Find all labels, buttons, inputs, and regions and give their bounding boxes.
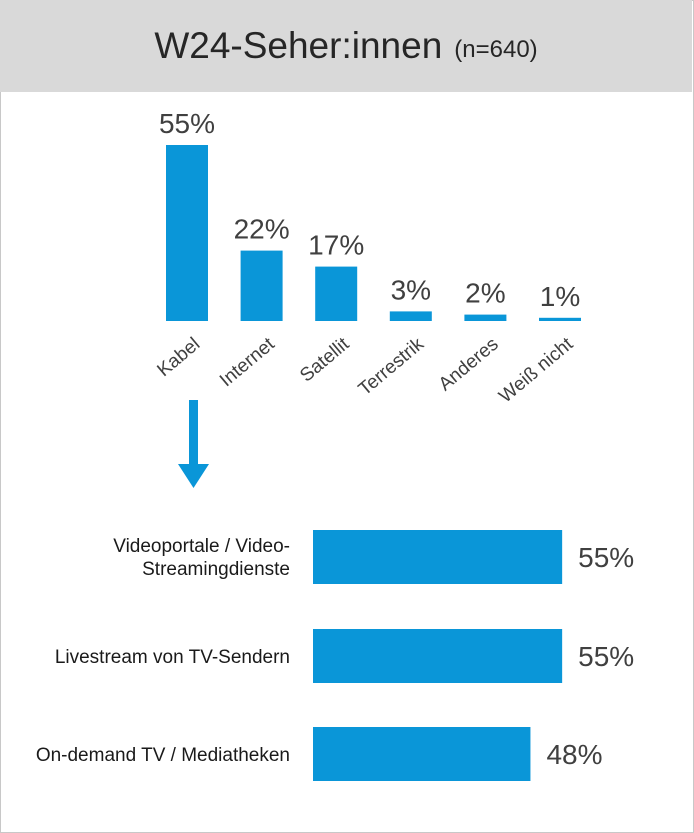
x-tick-label: Kabel — [153, 334, 204, 381]
header: W24-Seher:innen (n=640) — [0, 0, 692, 92]
value-label: 2% — [465, 278, 505, 309]
x-tick-label: Internet — [216, 333, 279, 391]
bar — [240, 250, 283, 321]
bar — [389, 311, 432, 321]
y-tick-label: Livestream von TV-Sendern — [54, 646, 290, 668]
x-tick-label: Terrestrik — [355, 333, 429, 400]
bar — [313, 629, 563, 683]
bar — [166, 145, 208, 321]
y-tick-label: Videoportale / Video-Streamingdienste — [113, 536, 290, 580]
bar — [464, 314, 507, 321]
value-label: 3% — [391, 274, 431, 305]
bar — [313, 530, 563, 584]
bar — [313, 727, 531, 781]
arrow-head — [178, 464, 209, 488]
arrow-shaft — [189, 400, 198, 466]
value-label: 1% — [540, 281, 580, 312]
subtitle: (n=640) — [454, 36, 538, 63]
value-label: 55% — [159, 108, 215, 139]
title: W24-Seher:innen — [154, 25, 443, 66]
x-tick-label: Anderes — [435, 334, 503, 396]
value-label: 17% — [308, 230, 364, 261]
arrow — [178, 400, 209, 488]
bar — [539, 317, 581, 321]
value-label: 48% — [546, 739, 602, 770]
bar — [315, 266, 358, 321]
value-label: 22% — [234, 214, 290, 245]
x-tick-label: Weiß nicht — [495, 333, 578, 407]
value-label: 55% — [578, 641, 634, 672]
value-label: 55% — [578, 542, 634, 573]
y-tick-label: On-demand TV / Mediatheken — [35, 744, 290, 766]
x-tick-label: Satellit — [296, 333, 354, 386]
